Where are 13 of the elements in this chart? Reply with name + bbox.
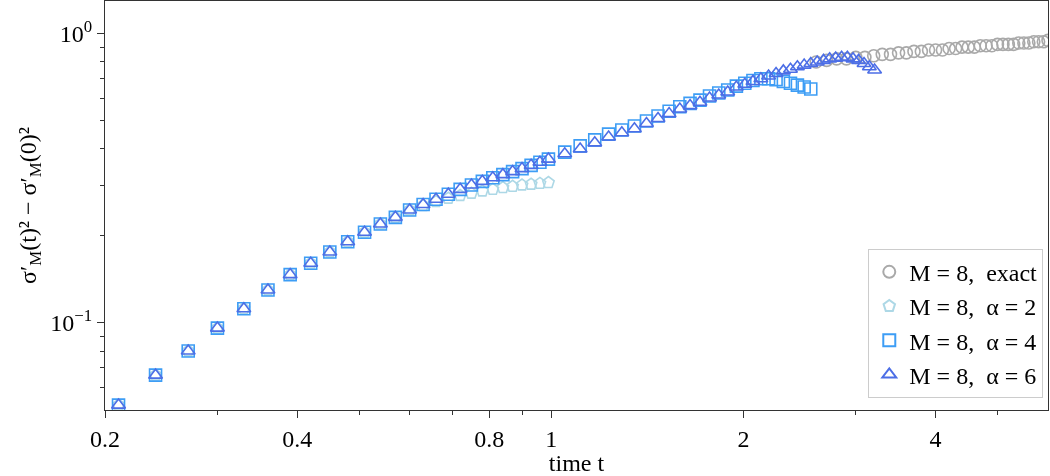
x-tick-label: 4 (929, 425, 942, 452)
legend-label: M = 8, α = 2 (909, 294, 1037, 321)
legend-label: M = 8, α = 4 (909, 328, 1037, 355)
legend-label: M = 8, α = 6 (909, 362, 1037, 389)
y-tick-label: 10$^{−1}$ (50, 306, 93, 337)
x-tick-label: 0.2 (90, 425, 120, 452)
x-tick-label: 2 (737, 425, 750, 452)
y-tick-label: 10$^{0}$ (59, 17, 93, 48)
legend-label: M = 8, exact (909, 260, 1038, 287)
x-tick-label: 0.4 (282, 425, 313, 452)
x-tick-label: 1 (545, 425, 558, 452)
x-axis-title: time t (548, 450, 605, 476)
x-tick-label: 0.8 (474, 425, 505, 452)
